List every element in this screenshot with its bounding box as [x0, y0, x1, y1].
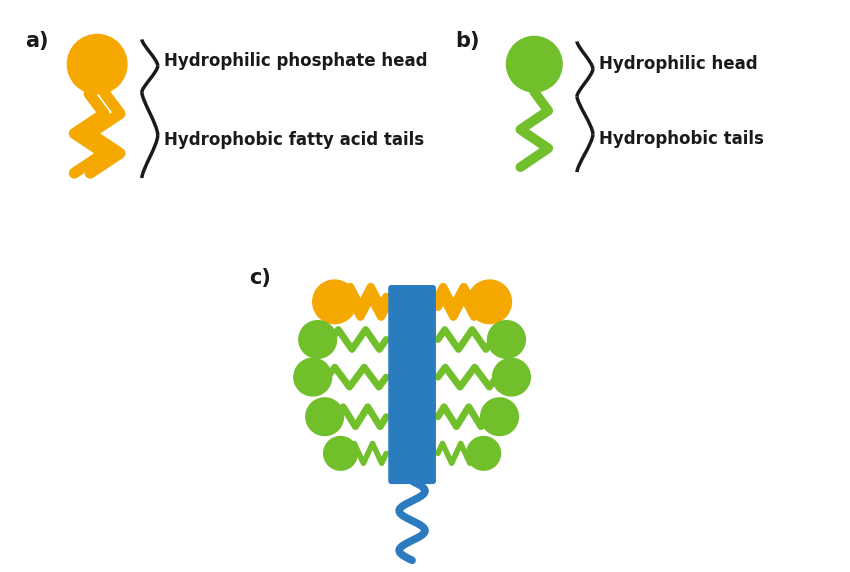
Circle shape [492, 358, 530, 396]
Text: Hydrophilic head: Hydrophilic head [599, 55, 757, 73]
Circle shape [507, 37, 562, 92]
Text: c): c) [249, 268, 271, 288]
Circle shape [488, 321, 525, 358]
FancyBboxPatch shape [388, 285, 436, 484]
Circle shape [67, 34, 127, 94]
Text: a): a) [25, 30, 48, 50]
Circle shape [294, 358, 332, 396]
Circle shape [467, 436, 501, 470]
Text: Hydrophobic tails: Hydrophobic tails [599, 130, 764, 148]
Text: b): b) [455, 30, 479, 50]
Text: Hydrophobic fatty acid tails: Hydrophobic fatty acid tails [164, 131, 424, 149]
Circle shape [480, 398, 518, 435]
Text: Hydrophilic phosphate head: Hydrophilic phosphate head [164, 52, 428, 70]
Circle shape [468, 280, 512, 324]
Circle shape [306, 398, 343, 435]
Circle shape [313, 280, 356, 324]
Circle shape [324, 436, 358, 470]
Circle shape [299, 321, 337, 358]
